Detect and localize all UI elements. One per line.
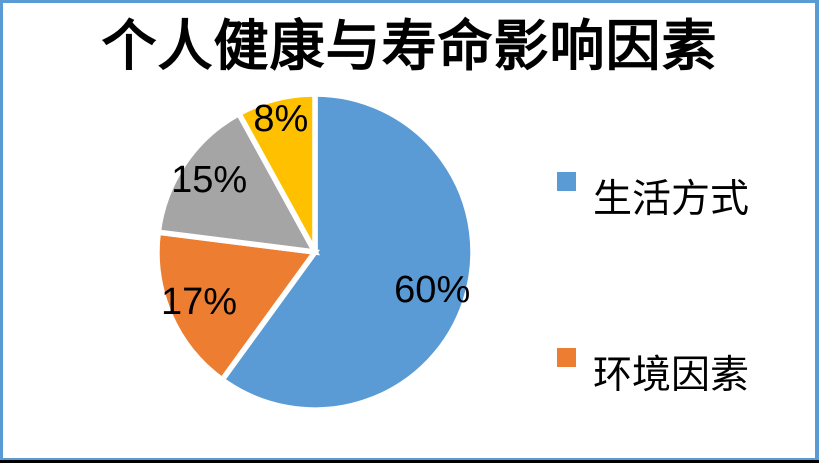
legend-label-environment: 环境因素 <box>593 354 750 397</box>
legend-swatch-lifestyle <box>557 172 576 191</box>
legend-swatch-environment <box>557 348 576 367</box>
pie-slice-label-15: 15% <box>171 159 247 201</box>
pie-slice-17[interactable] <box>154 229 320 384</box>
legend-item-environment[interactable]: 环境因素 <box>557 346 749 398</box>
pie-slice-label-17: 17% <box>161 281 237 323</box>
pie-slice-8[interactable] <box>235 91 318 254</box>
pie-slice-15[interactable] <box>155 109 321 256</box>
pie-slice-label-8: 8% <box>253 98 308 140</box>
legend-item-lifestyle[interactable]: 生活方式 <box>557 170 749 222</box>
pie-slice-60[interactable] <box>218 91 476 413</box>
legend-label-lifestyle: 生活方式 <box>593 178 750 221</box>
chart-title: 个人健康与寿命影响因素 <box>101 15 718 77</box>
pie-slice-label-60: 60% <box>394 269 470 311</box>
